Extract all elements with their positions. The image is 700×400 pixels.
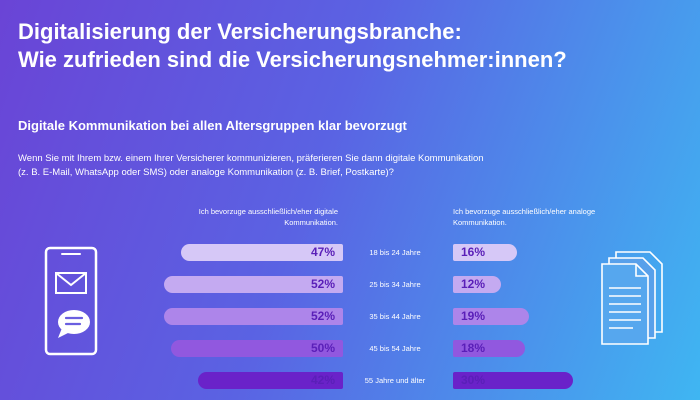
smartphone-icon bbox=[44, 246, 98, 356]
chart-subtitle: Digitale Kommunikation bei allen Altersg… bbox=[18, 118, 407, 133]
chart-title-line-1: Digitalisierung der Versicherungsbranche… bbox=[18, 19, 462, 44]
survey-question-line-2: (z. B. E-Mail, WhatsApp oder SMS) oder a… bbox=[18, 167, 394, 178]
bar-digital bbox=[163, 276, 343, 293]
chart-title-line-2: Wie zufrieden sind die Versicherungsnehm… bbox=[18, 47, 567, 72]
chat-bubble-icon bbox=[58, 310, 90, 338]
value-label-digital: 42% bbox=[310, 373, 335, 387]
survey-question-line-1: Wenn Sie mit Ihrem bzw. einem Ihrer Vers… bbox=[18, 153, 484, 164]
bar-analog bbox=[453, 340, 525, 357]
bar-analog bbox=[453, 244, 517, 261]
bar-digital bbox=[198, 372, 343, 389]
bar-digital bbox=[170, 340, 343, 357]
legend-analog: Ich bevorzuge ausschließlich/eher analog… bbox=[453, 207, 596, 227]
value-label-digital: 52% bbox=[310, 277, 335, 291]
survey-question: Wenn Sie mit Ihrem bzw. einem Ihrer Vers… bbox=[18, 152, 638, 180]
value-label-digital: 52% bbox=[310, 309, 335, 323]
legend-digital: Ich bevorzuge ausschließlich/eher digita… bbox=[198, 207, 338, 227]
chart-title: Digitalisierung der Versicherungsbranche… bbox=[18, 18, 678, 74]
category-label: 18 bis 24 Jahre bbox=[369, 248, 421, 257]
bar-analog bbox=[453, 276, 501, 293]
value-label-analog: 16% bbox=[461, 245, 486, 259]
value-label-digital: 47% bbox=[310, 245, 335, 259]
bar-digital bbox=[163, 308, 343, 325]
category-label: 45 bis 54 Jahre bbox=[369, 344, 421, 353]
category-label: 55 Jahre und älter bbox=[364, 376, 426, 385]
value-label-digital: 50% bbox=[310, 341, 335, 355]
value-label-analog: 30% bbox=[461, 373, 486, 387]
value-label-analog: 12% bbox=[461, 277, 486, 291]
category-label: 25 bis 34 Jahre bbox=[369, 280, 421, 289]
envelope-icon bbox=[55, 272, 87, 294]
value-label-analog: 19% bbox=[461, 309, 486, 323]
bar-digital bbox=[180, 244, 343, 261]
documents-icon bbox=[601, 251, 663, 345]
category-label: 35 bis 44 Jahre bbox=[369, 312, 421, 321]
bar-analog bbox=[453, 372, 573, 389]
bar-analog bbox=[453, 308, 529, 325]
value-label-analog: 18% bbox=[461, 341, 486, 355]
